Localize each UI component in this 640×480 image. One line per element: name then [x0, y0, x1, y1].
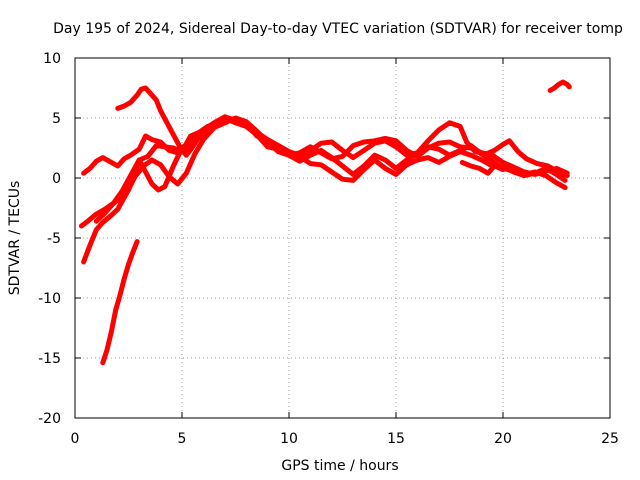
y-tick-label: 5	[52, 111, 61, 127]
x-axis-title: GPS time / hours	[281, 458, 398, 474]
y-tick-label: -10	[38, 291, 61, 307]
x-tick-label: 20	[494, 431, 512, 447]
series-layer	[78, 79, 572, 366]
y-tick-label: -5	[47, 231, 61, 247]
series-arc-7	[547, 79, 572, 93]
y-tick-label: -20	[38, 411, 61, 427]
series-arc-5	[115, 85, 208, 158]
ticks: 0 5 10 15 20 25 -20 -15 -10 -5 0 5 10	[38, 51, 619, 447]
x-tick-label: 0	[71, 431, 80, 447]
series-arc-8	[459, 159, 506, 176]
x-tick-label: 10	[280, 431, 298, 447]
x-tick-label: 15	[387, 431, 405, 447]
x-tick-label: 5	[178, 431, 187, 447]
y-tick-label: -15	[38, 351, 61, 367]
grid	[75, 58, 610, 418]
series-arc-4	[93, 115, 568, 224]
chart-title: Day 195 of 2024, Sidereal Day-to-day VTE…	[53, 21, 623, 37]
y-tick-label: 10	[43, 51, 61, 67]
y-tick-label: 0	[52, 171, 61, 187]
x-tick-label: 25	[601, 431, 619, 447]
series-arc-6	[100, 239, 140, 366]
y-axis-title: SDTVAR / TECUs	[7, 181, 23, 296]
